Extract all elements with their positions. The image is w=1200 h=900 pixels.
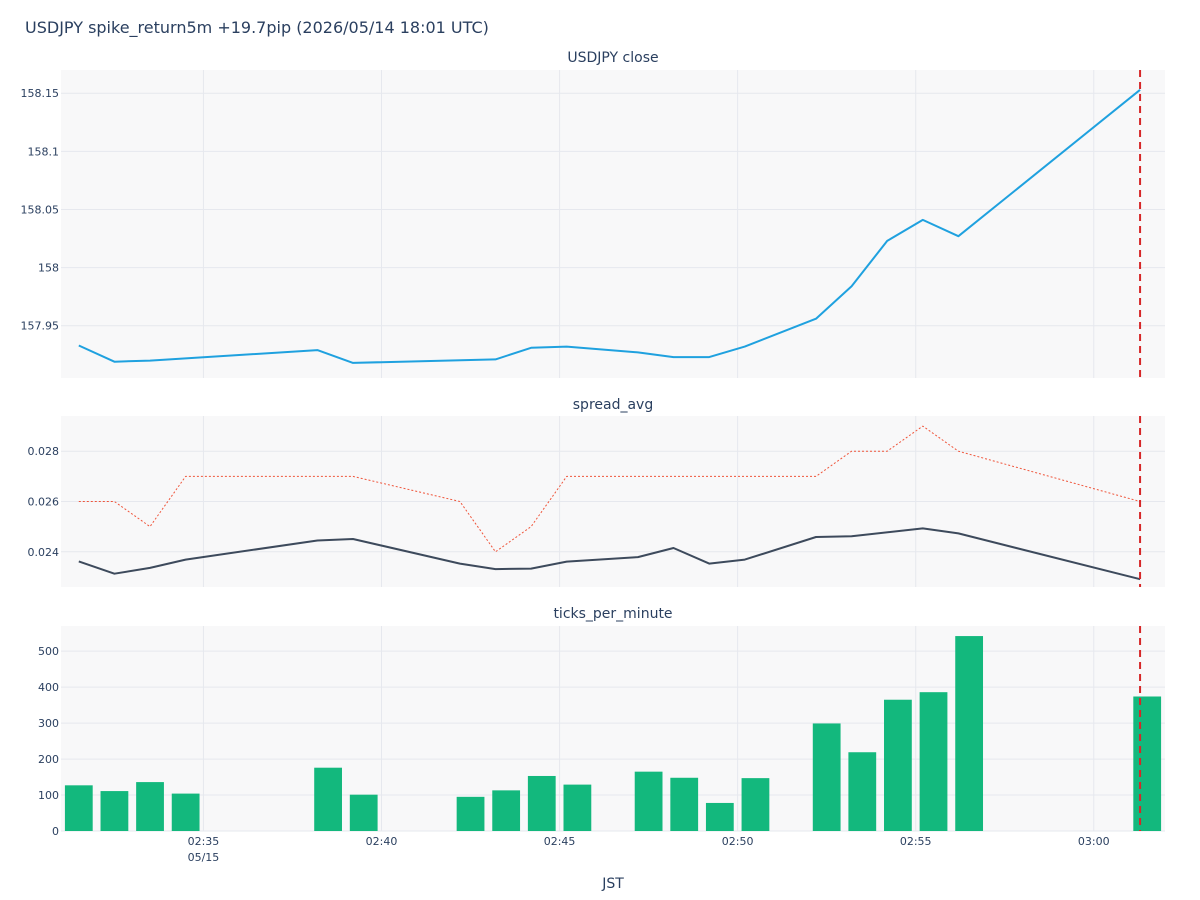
y-tick-label: 500 [38,645,59,658]
x-tick-sublabel: 05/15 [188,851,220,864]
bar [634,771,663,831]
subplot-title: spread_avg [573,397,653,413]
x-tick-label: 02:45 [544,835,576,848]
x-tick-label: 02:35 [188,835,220,848]
panel-2: 0 100 200 300 400 500 ticks_per_minute [38,606,1165,838]
y-tick-label: 158.15 [21,87,60,100]
x-tick-label: 03:00 [1078,835,1110,848]
y-tick-label: 158.1 [28,145,60,158]
bar [314,767,342,831]
y-tick-label: 157.95 [21,320,60,333]
y-tick-label: 0 [52,825,59,838]
bar [64,785,93,831]
y-tick-label: 158 [38,262,59,275]
bar [349,794,378,831]
x-tick-label: 02:55 [900,835,932,848]
subplot-title: ticks_per_minute [553,606,672,622]
figure-title: USDJPY spike_return5m +19.7pip (2026/05/… [25,18,489,37]
bar [563,784,592,831]
y-tick-label: 0.028 [28,445,60,458]
subplot-title: USDJPY close [567,50,658,66]
y-tick-label: 0.024 [28,546,60,559]
bar [456,796,485,831]
bar [884,699,912,831]
bar [812,723,841,831]
bar [1133,696,1162,831]
bar [136,782,164,831]
x-tick-label: 02:50 [722,835,754,848]
plot-background [61,70,1165,378]
plot-background [61,626,1165,831]
y-tick-label: 200 [38,753,59,766]
bar [848,752,877,831]
bar [492,790,521,831]
bar [171,793,200,831]
bar [670,777,699,831]
x-tick-label: 02:40 [366,835,398,848]
bar [527,775,556,831]
y-tick-label: 400 [38,681,59,694]
y-tick-label: 0.026 [28,496,60,509]
bar [955,636,984,831]
panel-1: 0.024 0.026 0.028 spread_avg [28,397,1165,587]
series-line-0 [78,89,1141,364]
x-axis-title: JST [601,876,624,892]
y-tick-label: 100 [38,789,59,802]
y-tick-label: 158.05 [21,203,60,216]
bar [705,802,734,831]
bar [100,791,129,831]
bar [919,692,948,831]
y-tick-label: 300 [38,717,59,730]
panel-0: 157.95 158 158.05 158.1 158.15 USDJPY close [21,50,1165,378]
bar [741,778,770,831]
